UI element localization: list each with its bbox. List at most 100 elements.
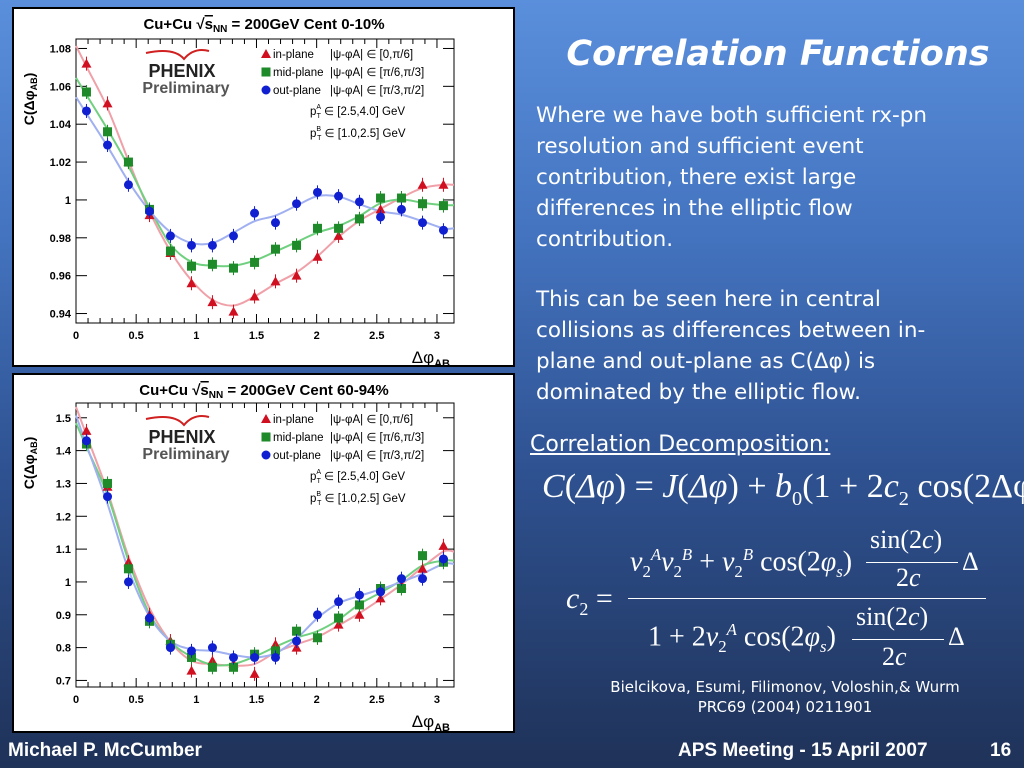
data-point-out-plane [376,212,386,222]
pt-range-annotation: pA T ∈ [2.5,4.0] GeV [310,469,405,485]
y-tick-label: 1.06 [50,81,71,93]
preliminary-label: Preliminary [142,446,229,463]
pt-range-annotation: pB T ∈ [1.0,2.5] GeV [310,126,406,142]
data-point-out-plane [376,587,386,597]
data-point-out-plane [81,436,91,446]
data-point-in-plane [312,251,323,261]
x-tick-label: 2.5 [369,330,384,342]
data-point-mid-plane [165,246,175,256]
phenix-logo: PHENIX [148,427,215,447]
plot-frame [75,38,455,324]
data-point-out-plane [334,191,344,201]
fraction-bar [628,598,986,599]
footer-author: Michael P. McCumber [8,740,202,761]
pt-range-annotation: pA T ∈ [2.5,4.0] GeV [310,104,405,120]
y-tick-label: 1.4 [56,446,72,458]
data-point-out-plane [187,240,197,250]
data-point-out-plane [103,492,113,502]
data-point-in-plane [81,425,92,435]
y-tick-label: 1.04 [50,119,72,131]
text-line: contribution, there exist large [536,165,857,190]
data-point-mid-plane [396,193,406,203]
y-tick-label: 1 [65,195,71,207]
data-point-out-plane [207,643,217,653]
data-point-out-plane [334,597,344,607]
data-point-mid-plane [123,157,133,167]
x-tick-label: 3 [434,694,440,706]
text-line: resolution and sufficient event [536,134,864,159]
y-tick-label: 1.3 [56,478,71,490]
slide-title: Correlation Functions [566,34,990,74]
data-point-mid-plane [396,584,406,594]
data-point-in-plane [417,563,428,573]
plot-frame [75,402,455,688]
y-tick-label: 1.08 [50,43,71,55]
x-tick-label: 1 [193,330,199,342]
data-point-out-plane [229,652,238,662]
data-point-mid-plane [312,223,322,233]
chart-central-svg: Cu+Cu √sNN = 200GeV Cent 0-10% 0 0.5 1 1.5 2 2… [21,16,455,365]
y-tick-label: 0.98 [50,233,71,245]
legend-range: |ψ-φA| ∈ [0,π/6] [330,49,413,61]
legend-marker [261,414,271,423]
data-point-out-plane [187,646,197,656]
chart-central: Cu+Cu √sNN = 200GeV Cent 0-10% 0 0.5 1 1.5 2 2… [12,7,515,367]
y-axis-label: C(ΔφAB) [21,73,39,126]
data-point-out-plane [103,140,113,150]
x-tick-label: 0.5 [129,694,144,706]
data-point-mid-plane [103,127,113,137]
data-point-mid-plane [312,633,322,643]
chart-title: Cu+Cu √sNN = 200GeV Cent 60-94% [139,382,388,401]
data-point-mid-plane [103,478,113,488]
data-point-in-plane [417,179,428,189]
data-point-in-plane [438,540,449,550]
data-point-out-plane [250,208,260,218]
data-point-out-plane [250,652,260,662]
y-tick-label: 1.5 [56,413,71,425]
x-tick-label: 1 [193,694,199,706]
data-point-out-plane [145,206,155,216]
legend-range: |ψ-φA| ∈ [0,π/6] [330,414,413,426]
preliminary-label: Preliminary [142,80,229,97]
data-point-out-plane [312,610,322,620]
data-point-out-plane [312,187,322,197]
data-point-out-plane [438,554,448,564]
data-point-out-plane [354,590,364,600]
formula-correlation: C(Δφ) = J(Δφ) + b0(1 + 2c2 cos(2Δφ)) [542,468,1024,510]
chart-title: Cu+Cu √sNN = 200GeV Cent 0-10% [143,16,384,35]
x-tick-label: 2 [314,694,320,706]
text-line: This can be seen here in central [536,287,881,312]
y-tick-label: 0.96 [50,271,71,283]
legend-label: mid-plane [273,67,324,79]
legend-label: in-plane [273,414,314,426]
legend-range: |ψ-φA| ∈ [π/3,π/2] [330,85,424,97]
x-tick-label: 3 [434,330,440,342]
data-point-in-plane [375,204,386,214]
chart-peripheral: Cu+Cu √sNN = 200GeV Cent 60-94% 0 0.5 1 1.5 2… [12,373,515,733]
data-point-out-plane [207,240,217,250]
x-tick-label: 0 [73,330,79,342]
data-point-out-plane [292,199,302,209]
data-point-mid-plane [334,223,344,233]
y-tick-label: 1.2 [56,511,71,523]
chart-peripheral-svg: Cu+Cu √sNN = 200GeV Cent 60-94% 0 0.5 1 1.5 2… [21,382,455,731]
legend-label: out-plane [273,85,321,97]
data-point-mid-plane [354,600,364,610]
legend-marker [261,49,271,58]
y-tick-label: 1.1 [56,544,71,556]
legend-label: out-plane [273,450,321,462]
data-point-mid-plane [334,613,344,623]
data-point-mid-plane [438,201,448,211]
data-point-mid-plane [207,662,217,672]
data-point-mid-plane [354,214,364,224]
x-tick-label: 0 [73,694,79,706]
legend-marker [261,432,271,442]
x-axis-label: ΔφAB [412,348,450,365]
legend-label: in-plane [273,49,314,61]
legend-marker [261,85,271,95]
paragraph-2: This can be seen here in central collisi… [536,284,925,408]
legend-range: |ψ-φA| ∈ [π/3,π/2] [330,450,424,462]
legend-marker [261,67,271,77]
data-point-out-plane [418,574,428,584]
data-point-out-plane [270,218,280,228]
